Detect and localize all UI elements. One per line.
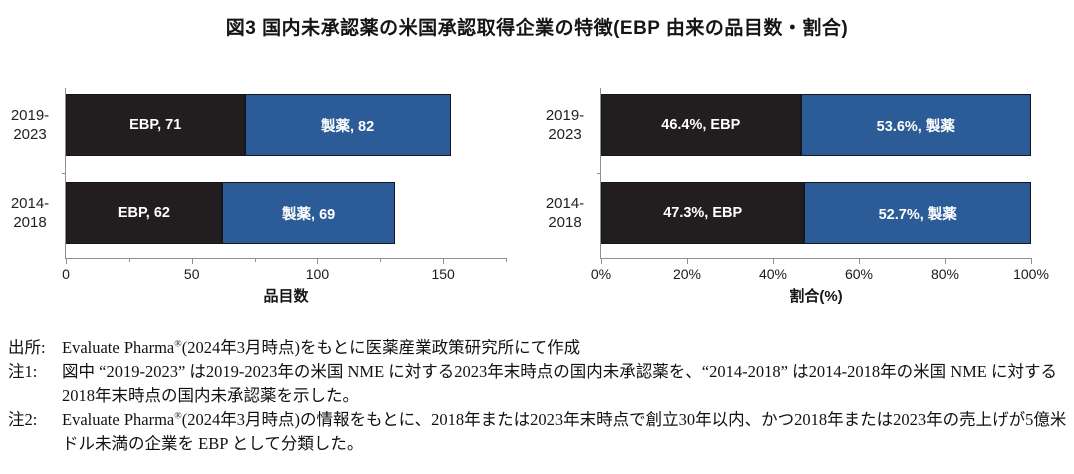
share-percent-bar-chart: 46.4%, EBP 53.6%, 製薬 2019- 2023 47.3%, EBP 52…	[546, 88, 1049, 305]
category-label-line: 2014-	[545, 194, 585, 212]
category-label: 2019- 2023	[537, 94, 593, 156]
category-label: 2014- 2018	[2, 182, 58, 244]
source-note-label: 出所:	[8, 338, 46, 357]
bar-segment-ebp: 46.4%, EBP	[601, 94, 801, 156]
registered-mark: ®	[174, 410, 182, 422]
y-axis-tick	[62, 173, 66, 174]
x-tick	[317, 258, 319, 264]
category-label-line: 2019-	[545, 106, 585, 124]
bar-row: EBP, 62 製薬, 69	[66, 182, 506, 244]
note-1-label: 注1:	[8, 362, 38, 381]
x-tick	[443, 258, 445, 264]
x-tick	[191, 258, 193, 264]
note-2-label: 注2:	[8, 410, 38, 429]
x-tick	[1031, 258, 1032, 264]
footnotes: 出所: Evaluate Pharma®(2024年3月時点)をもとに医薬産業政策…	[8, 336, 1068, 456]
x-tick	[380, 258, 382, 262]
x-tick	[254, 258, 256, 262]
x-tick	[945, 258, 946, 264]
x-tick	[859, 258, 860, 264]
bar-segment-ebp: EBP, 71	[66, 94, 245, 156]
x-tick-label: 40%	[758, 266, 788, 282]
category-label-line: 2023	[13, 126, 47, 143]
bar-segment-ebp: 47.3%, EBP	[601, 182, 805, 244]
bar-value-label: 製薬, 69	[282, 206, 336, 223]
x-tick-label: 0%	[590, 266, 612, 282]
bar-segment-pharma: 52.7%, 製薬	[804, 182, 1031, 244]
category-label-line: 2018	[13, 214, 47, 231]
y-axis-tick	[597, 173, 601, 174]
category-label-line: 2019-	[10, 106, 50, 124]
category-label-line: 2023	[548, 126, 582, 143]
note-2-text-cont: (2024年3月時点)の情報をもとに、2018年または2023年末時点で創立30…	[62, 410, 1067, 453]
bar-segment-pharma: 製薬, 82	[244, 94, 451, 156]
x-tick-label: 0	[62, 266, 70, 282]
source-note-text: Evaluate Pharma	[62, 338, 175, 357]
x-tick-label: 50	[183, 266, 200, 282]
bar-value-label: 46.4%, EBP	[661, 117, 741, 133]
figure-title: 図3 国内未承認薬の米国承認取得企業の特徴(EBP 由来の品目数・割合)	[225, 18, 849, 39]
registered-mark: ®	[174, 338, 182, 350]
note-1: 注1: 図中 “2019-2023” は2019-2023年の米国 NME に対す…	[8, 360, 1068, 408]
bar-segment-pharma: 製薬, 69	[221, 182, 396, 244]
x-tick-label: 20%	[672, 266, 702, 282]
x-tick	[506, 258, 507, 262]
x-tick-label: 60%	[844, 266, 874, 282]
category-label: 2014- 2018	[537, 182, 593, 244]
bar-segment-ebp: EBP, 62	[66, 182, 222, 244]
x-axis-label: 割合(%)	[789, 288, 843, 305]
note-1-text: 図中 “2019-2023” は2019-2023年の米国 NME に対する20…	[62, 362, 1057, 405]
bar-row: 47.3%, EBP 52.7%, 製薬	[601, 182, 1031, 244]
bar-value-label: EBP, 62	[117, 205, 170, 221]
bar-row: EBP, 71 製薬, 82	[66, 94, 506, 156]
items-count-bar-chart: EBP, 71 製薬, 82 2019- 2023 EBP, 62 製薬, 69 2014-…	[11, 88, 507, 305]
bar-value-label: 53.6%, 製薬	[876, 118, 955, 135]
x-tick-label: 80%	[930, 266, 960, 282]
x-tick	[601, 258, 602, 264]
x-tick-label: 100	[305, 266, 330, 282]
category-label-line: 2018	[548, 214, 582, 231]
bar-row: 46.4%, EBP 53.6%, 製薬	[601, 94, 1031, 156]
category-label-line: 2014-	[10, 194, 50, 212]
bar-value-label: 52.7%, 製薬	[878, 206, 957, 223]
source-note-text-cont: (2024年3月時点)をもとに医薬産業政策研究所にて作成	[181, 338, 581, 357]
x-axis-label: 品目数	[263, 288, 309, 305]
x-tick	[773, 258, 774, 264]
x-tick	[128, 258, 130, 262]
note-2: 注2: Evaluate Pharma®(2024年3月時点)の情報をもとに、20…	[8, 408, 1068, 456]
x-tick-label: 100%	[1013, 266, 1049, 282]
x-tick	[66, 258, 67, 264]
bar-segment-pharma: 53.6%, 製薬	[800, 94, 1031, 156]
x-tick	[687, 258, 688, 264]
bar-value-label: EBP, 71	[129, 117, 182, 133]
bar-value-label: 製薬, 82	[320, 118, 375, 135]
x-tick-label: 150	[431, 266, 455, 282]
category-label: 2019- 2023	[2, 94, 58, 156]
source-note: 出所: Evaluate Pharma®(2024年3月時点)をもとに医薬産業政策…	[8, 336, 1068, 360]
note-2-text: Evaluate Pharma	[62, 410, 175, 429]
bar-value-label: 47.3%, EBP	[663, 205, 743, 221]
